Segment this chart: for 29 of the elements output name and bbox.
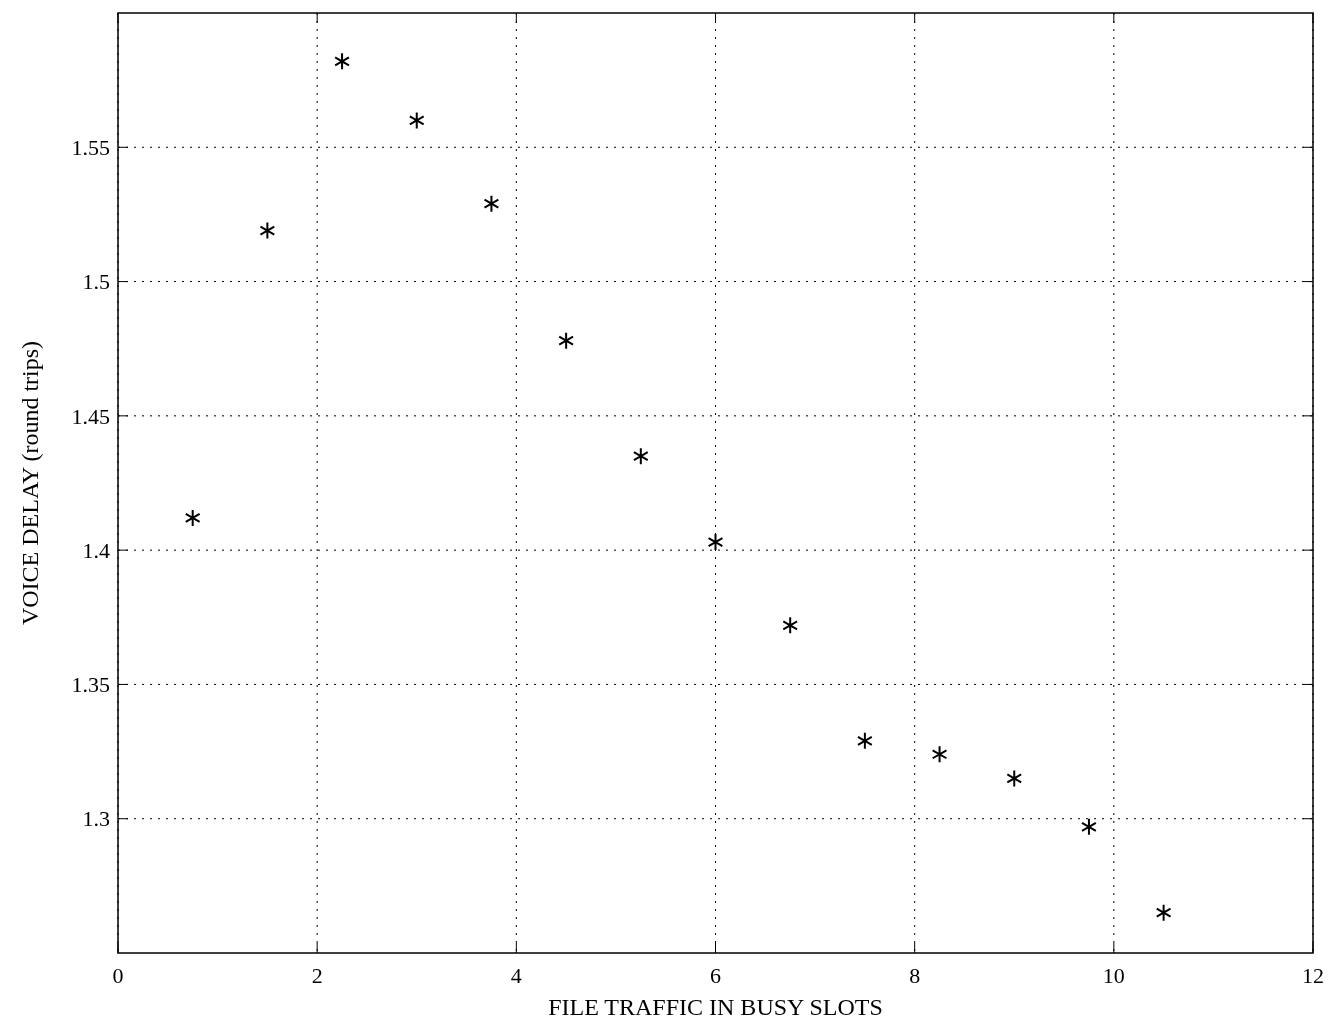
point bbox=[334, 52, 350, 71]
x-axis-title: FILE TRAFFIC IN BUSY SLOTS bbox=[548, 994, 883, 1020]
point bbox=[483, 194, 500, 213]
point bbox=[184, 508, 201, 527]
y-tick-label: 1.35 bbox=[71, 672, 110, 698]
y-tick-label: 1.4 bbox=[82, 537, 110, 563]
point bbox=[707, 533, 724, 552]
y-tick-label: 1.45 bbox=[71, 403, 110, 429]
point bbox=[782, 616, 799, 635]
x-tick-label: 0 bbox=[112, 963, 124, 988]
point bbox=[558, 331, 575, 350]
point bbox=[1155, 903, 1172, 922]
point bbox=[856, 731, 873, 750]
x-tick-label: 2 bbox=[311, 963, 323, 988]
y-tick-label: 1.3 bbox=[82, 806, 110, 832]
point bbox=[931, 745, 948, 764]
point bbox=[632, 447, 649, 466]
x-tick-label: 12 bbox=[1302, 963, 1324, 988]
x-tick-label: 4 bbox=[510, 963, 522, 988]
point bbox=[408, 111, 425, 130]
y-axis-title: VOICE DELAY (round trips) bbox=[17, 340, 43, 626]
point bbox=[259, 221, 276, 240]
x-tick-label: 10 bbox=[1102, 963, 1125, 988]
y-tick-label: 1.55 bbox=[71, 134, 110, 160]
x-tick-label: 6 bbox=[710, 963, 721, 988]
point bbox=[1006, 769, 1023, 788]
point bbox=[1081, 817, 1097, 836]
y-tick-label: 1.5 bbox=[82, 269, 110, 295]
x-tick-label: 8 bbox=[909, 963, 921, 988]
